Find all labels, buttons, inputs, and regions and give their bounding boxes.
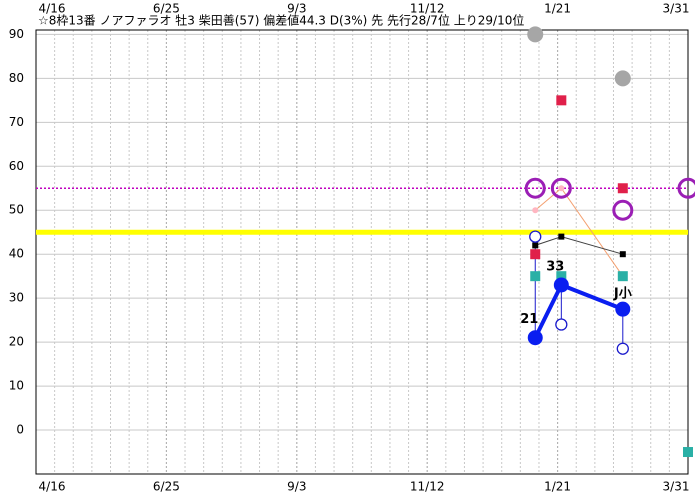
y-tick-label: 60 [9,159,24,173]
value-label: 21 [520,312,538,327]
marker [677,177,695,199]
marker [553,277,569,293]
annotation: J小 [613,286,632,301]
marker [555,318,568,331]
x-tick-label-top: 4/16 [39,2,66,16]
marker [529,230,542,243]
y-tick-label: 80 [9,71,24,85]
y-tick-label: 90 [9,27,24,41]
marker [617,271,628,282]
x-tick-label-top: 6/25 [153,2,180,16]
marker [558,185,565,192]
marker [558,233,565,240]
x-tick-label-top: 1/21 [544,2,571,16]
marker [524,177,546,199]
marker [683,447,693,458]
marker [556,271,567,282]
marker [530,249,541,260]
plot-frame [35,29,689,475]
y-tick-label: 50 [9,203,24,217]
marker [532,242,539,249]
marker [527,26,544,43]
y-tick-label: 0 [16,423,24,437]
marker [614,70,631,87]
marker [615,301,631,317]
x-tick-label: 1/21 [544,480,571,494]
marker [530,271,541,282]
y-tick-label: 20 [9,335,24,349]
x-tick-label: 11/12 [410,480,445,494]
marker [532,207,539,214]
x-tick-label: 4/16 [39,480,66,494]
marker [550,177,572,199]
x-tick-label-top: 11/12 [410,2,445,16]
marker [612,199,634,221]
value-label: 33 [546,259,564,274]
marker [619,251,626,258]
x-tick-label-top: 9/3 [287,2,306,16]
marker [527,330,543,346]
y-tick-label: 40 [9,247,24,261]
y-tick-label: 30 [9,291,24,305]
marker [617,183,628,194]
y-tick-label: 70 [9,115,24,129]
marker [556,95,567,106]
y-tick-label: 10 [9,379,24,393]
x-tick-label-top: 3/31 [663,2,690,16]
x-tick-label: 9/3 [287,480,306,494]
marker [616,342,629,355]
x-tick-label: 3/31 [663,480,690,494]
x-tick-label: 6/25 [153,480,180,494]
chart-title: ☆8枠13番 ノアファラオ 牡3 柴田善(57) 偏差値44.3 D(3%) 先… [38,13,524,28]
